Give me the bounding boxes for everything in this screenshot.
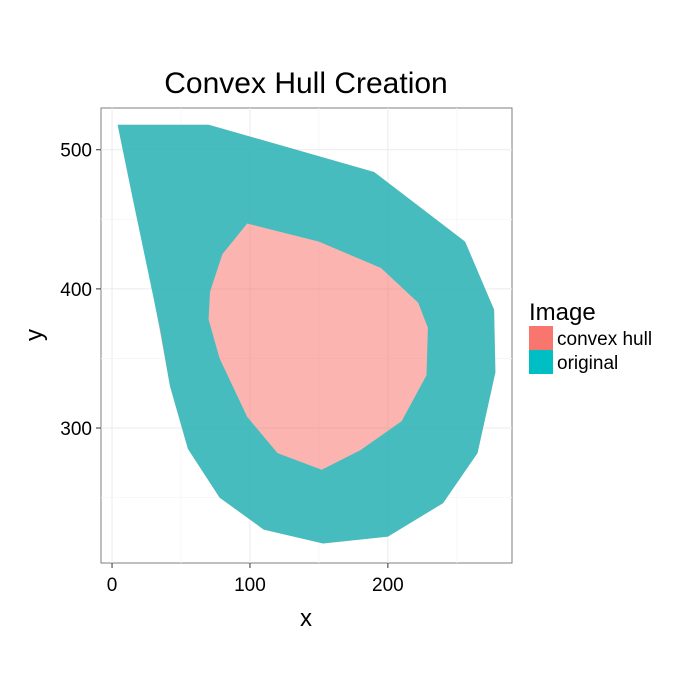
y-tick-label: 300	[60, 419, 92, 440]
legend-title: Image	[529, 299, 596, 326]
y-tick-label: 500	[60, 141, 92, 162]
y-axis-title: y	[21, 329, 48, 341]
chart-title: Convex Hull Creation	[164, 67, 447, 100]
y-tick-label: 400	[60, 280, 92, 301]
legend-label: original	[557, 353, 618, 374]
legend-key	[529, 350, 553, 374]
legend: Image convex hull original	[529, 299, 652, 374]
legend-key	[529, 326, 553, 350]
legend-label: convex hull	[557, 329, 652, 350]
x-tick-label: 200	[372, 575, 404, 596]
panel-border	[100, 107, 513, 564]
x-tick-label: 100	[234, 575, 266, 596]
y-axis-ticks: 300 400 500	[60, 141, 101, 440]
x-tick-label: 0	[107, 575, 118, 596]
x-axis-ticks: 0 100 200	[107, 563, 404, 596]
data-layers	[117, 124, 496, 544]
layer-original	[117, 124, 496, 544]
x-axis-title: x	[300, 605, 312, 632]
